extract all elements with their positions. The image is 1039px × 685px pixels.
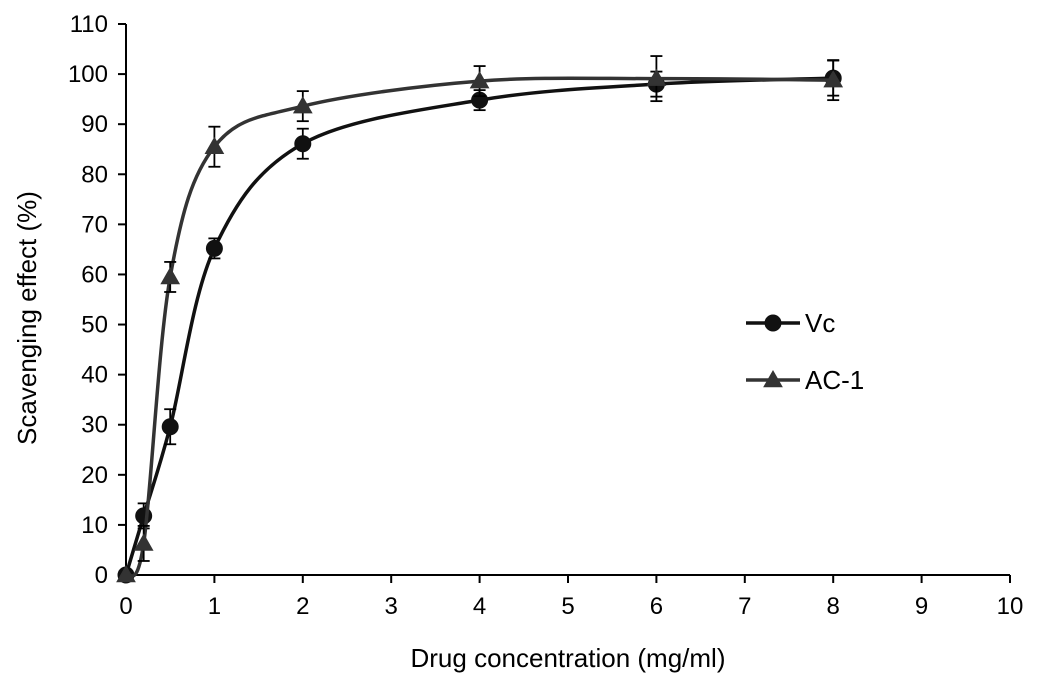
x-tick-label: 0 bbox=[119, 593, 132, 620]
data-point bbox=[469, 71, 490, 89]
x-axis-ticks: 0 1 2 3 4 5 6 7 8 9 10 bbox=[119, 575, 1023, 620]
x-axis-label: Drug concentration (mg/ml) bbox=[411, 643, 726, 673]
x-tick-label: 7 bbox=[738, 593, 751, 620]
x-tick-label: 5 bbox=[561, 593, 574, 620]
data-point bbox=[823, 70, 844, 88]
series-ac-1 bbox=[116, 55, 844, 583]
y-tick-label: 20 bbox=[81, 462, 108, 489]
data-point bbox=[135, 507, 153, 525]
y-tick-label: 70 bbox=[81, 211, 108, 238]
y-axis-label: Scavenging effect (%) bbox=[12, 191, 42, 445]
y-tick-label: 40 bbox=[81, 362, 108, 389]
y-tick-label: 90 bbox=[81, 111, 108, 138]
y-tick-label: 50 bbox=[81, 312, 108, 339]
series-vc bbox=[117, 59, 842, 584]
y-tick-label: 60 bbox=[81, 261, 108, 288]
x-tick-label: 10 bbox=[997, 593, 1024, 620]
legend-label: Vc bbox=[805, 308, 835, 338]
data-point bbox=[646, 68, 667, 86]
y-tick-label: 30 bbox=[81, 412, 108, 439]
data-point bbox=[133, 533, 154, 551]
series-layer bbox=[116, 55, 844, 584]
legend-label: AC-1 bbox=[805, 365, 864, 395]
legend: Vc AC-1 bbox=[746, 308, 864, 395]
series-line bbox=[124, 76, 834, 576]
y-tick-label: 80 bbox=[81, 161, 108, 188]
y-tick-label: 110 bbox=[70, 11, 108, 38]
legend-item-vc: Vc bbox=[746, 308, 835, 338]
x-tick-label: 1 bbox=[208, 593, 221, 620]
data-point bbox=[294, 135, 312, 153]
y-tick-label: 0 bbox=[95, 562, 108, 589]
data-point bbox=[161, 418, 179, 436]
y-tick-label: 10 bbox=[81, 512, 108, 539]
y-axis-ticks: 0 10 20 30 40 50 60 70 80 90 100 110 bbox=[68, 11, 126, 589]
series-line bbox=[124, 76, 834, 578]
data-point bbox=[204, 136, 225, 154]
x-tick-label: 6 bbox=[650, 593, 663, 620]
legend-marker bbox=[763, 369, 783, 388]
legend-marker bbox=[764, 314, 782, 332]
x-tick-label: 4 bbox=[473, 593, 486, 620]
legend-item-ac-1: AC-1 bbox=[746, 365, 864, 395]
x-tick-label: 2 bbox=[296, 593, 309, 620]
data-point bbox=[205, 239, 223, 257]
x-tick-label: 8 bbox=[827, 593, 840, 620]
x-tick-label: 3 bbox=[385, 593, 398, 620]
data-point bbox=[292, 96, 313, 114]
data-point bbox=[160, 266, 181, 285]
y-tick-label: 100 bbox=[68, 61, 108, 88]
data-point bbox=[116, 564, 136, 583]
axes bbox=[125, 24, 1010, 576]
x-tick-label: 9 bbox=[915, 593, 928, 620]
